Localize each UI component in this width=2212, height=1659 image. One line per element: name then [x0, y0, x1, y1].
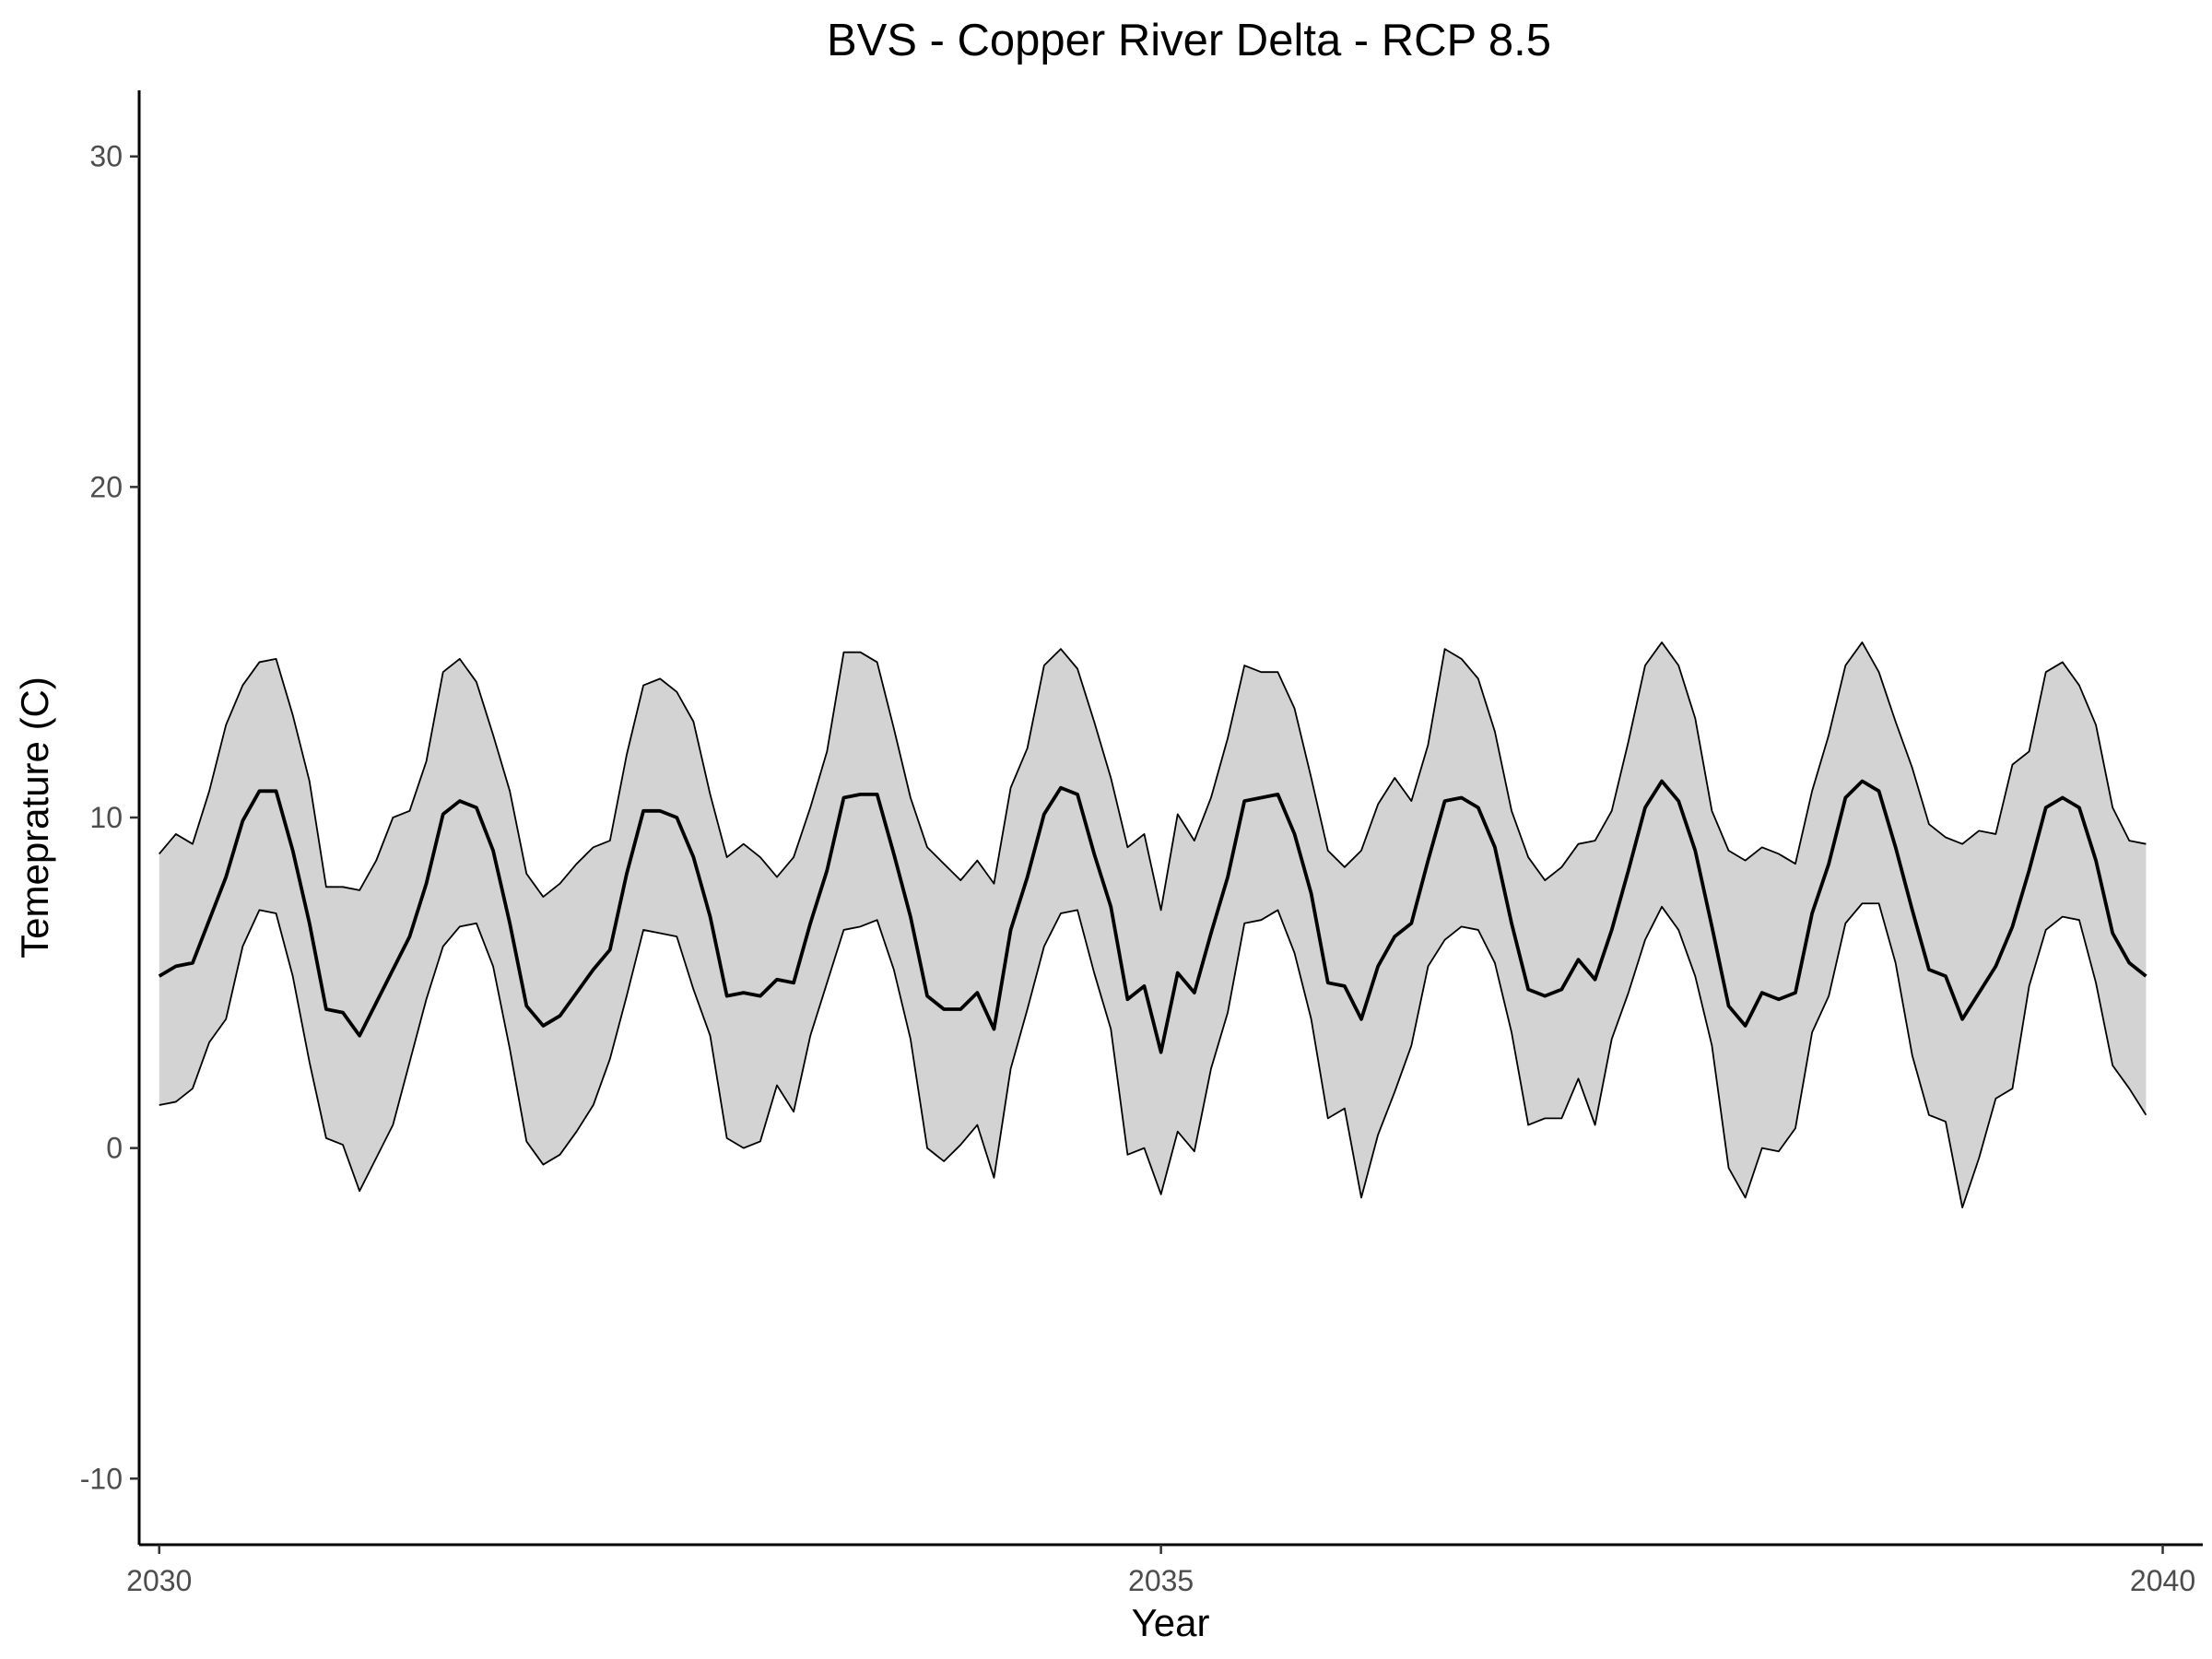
y-tick-label: 20: [89, 470, 123, 503]
upper-bound-line: [159, 641, 2147, 912]
x-axis-title: Year: [1132, 1601, 1210, 1644]
y-tick-label: 0: [106, 1132, 123, 1165]
y-axis-title: Temeprature (C): [13, 677, 56, 959]
confidence-band: [159, 641, 2147, 1208]
y-tick-label: 10: [89, 801, 123, 834]
x-tick-label: 2035: [1128, 1564, 1194, 1597]
plot-area: [158, 641, 2147, 1209]
lower-bound-line: [159, 902, 2147, 1209]
x-tick-label: 2030: [126, 1564, 192, 1597]
mean-temperature-line: [158, 779, 2147, 1054]
y-tick-label: -10: [80, 1462, 123, 1495]
y-axis-ticks: -10 0 10 20 30: [80, 140, 139, 1495]
y-tick-label: 30: [89, 140, 123, 173]
x-tick-label: 2040: [2130, 1564, 2195, 1597]
chart-title: BVS - Copper River Delta - RCP 8.5: [827, 16, 1551, 65]
x-axis-ticks: 2030 2035 2040: [126, 1545, 2195, 1597]
